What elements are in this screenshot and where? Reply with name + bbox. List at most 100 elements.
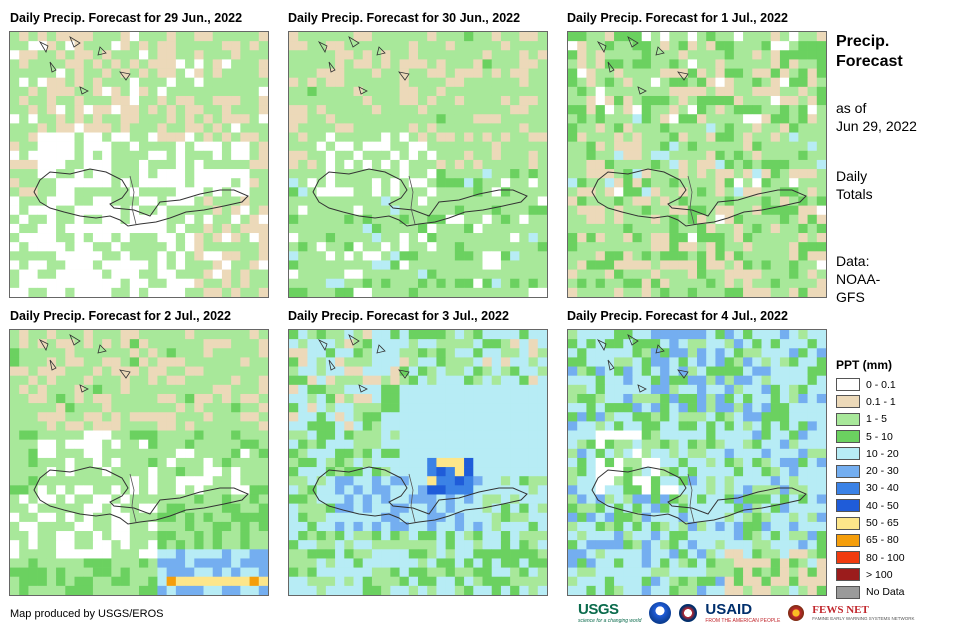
grid-cell (623, 178, 633, 188)
grid-cell (641, 178, 652, 188)
grid-cell (678, 251, 689, 261)
grid-cell (752, 348, 762, 358)
grid-cell (120, 278, 131, 289)
grid-cell (568, 68, 578, 78)
grid-cell (74, 576, 85, 587)
grid-cell (203, 242, 214, 252)
grid-cell (74, 549, 85, 559)
grid-cell (798, 260, 808, 270)
grid-cell (464, 393, 474, 404)
grid-cell (289, 95, 299, 106)
grid-cell (482, 251, 493, 261)
grid-cell (316, 531, 327, 541)
grid-cell (83, 576, 94, 587)
grid-cell (706, 260, 716, 270)
grid-cell (464, 467, 474, 477)
grid-cell (408, 448, 419, 459)
grid-cell (10, 467, 20, 477)
hispaniola-outline (33, 466, 249, 525)
legend-swatch (836, 378, 860, 392)
grid-cell (307, 233, 317, 243)
grid-cell (595, 439, 606, 450)
grid-cell (83, 339, 94, 349)
grid-cell (148, 521, 158, 532)
grid-cell (139, 32, 149, 42)
grid-cell (74, 150, 85, 161)
grid-cell (660, 330, 670, 340)
grid-cell (715, 269, 725, 280)
grid-cell (500, 339, 511, 349)
grid-cell (577, 196, 587, 206)
grid-cell (390, 141, 400, 152)
grid-cell (185, 242, 195, 252)
grid-cell (595, 457, 606, 468)
grid-cell (307, 59, 317, 69)
grid-cell (37, 141, 48, 152)
grid-cell (445, 439, 456, 450)
grid-cell (120, 585, 131, 595)
legend-label: 20 - 30 (866, 465, 899, 478)
grid-cell (362, 503, 373, 514)
grid-cell (464, 339, 474, 349)
grid-cell (510, 132, 520, 142)
grid-cell (595, 503, 606, 514)
grid-cell (687, 105, 698, 115)
grid-cell (789, 430, 799, 440)
grid-cell (761, 196, 772, 206)
grid-cell (660, 585, 670, 595)
grid-cell (807, 439, 818, 450)
grid-cell (473, 114, 483, 124)
grid-cell (779, 384, 790, 395)
grid-cell (632, 503, 643, 514)
grid-cell (586, 476, 596, 486)
grid-cell (408, 467, 419, 477)
grid-cell (510, 95, 520, 106)
grid-cell (212, 357, 223, 367)
grid-cell (519, 467, 529, 477)
grid-cell (129, 467, 140, 477)
grid-cell (770, 558, 781, 568)
grid-cell (194, 123, 204, 133)
grid-cell (390, 187, 400, 197)
grid-cell (111, 467, 121, 477)
grid-cell (258, 485, 268, 495)
grid-cell (194, 132, 204, 142)
grid-cell (344, 223, 354, 234)
grid-cell (445, 531, 456, 541)
grid-cell (344, 412, 354, 422)
grid-cell (604, 330, 615, 340)
grid-cell (770, 114, 781, 124)
legend-item: 5 - 10 (836, 428, 905, 445)
grid-cell (353, 105, 364, 115)
grid-cell (510, 467, 520, 477)
grid-cell (92, 132, 103, 142)
grid-cell (37, 68, 48, 78)
grid-cell (427, 150, 437, 161)
grid-cell (381, 412, 391, 422)
grid-cell (298, 251, 308, 261)
grid-cell (678, 41, 689, 51)
grid-cell (408, 178, 419, 188)
grid-cell (779, 421, 790, 431)
grid-cell (289, 558, 299, 568)
grid-cell (185, 457, 195, 468)
grid-cell (770, 348, 781, 358)
grid-cell (258, 260, 268, 270)
grid-cell (353, 59, 364, 69)
grid-cell (240, 59, 250, 69)
grid-cell (761, 531, 772, 541)
grid-cell (240, 403, 250, 413)
grid-cell (473, 531, 483, 541)
grid-cell (231, 95, 241, 106)
grid-cell (454, 86, 465, 97)
grid-cell (623, 412, 633, 422)
grid-cell (120, 403, 131, 413)
grid-cell (510, 357, 520, 367)
grid-cell (650, 330, 661, 340)
grid-cell (418, 278, 428, 289)
grid-cell (660, 59, 670, 69)
grid-cell (537, 430, 547, 440)
grid-cell (752, 540, 762, 550)
grid-cell (577, 41, 587, 51)
grid-cell (687, 114, 698, 124)
